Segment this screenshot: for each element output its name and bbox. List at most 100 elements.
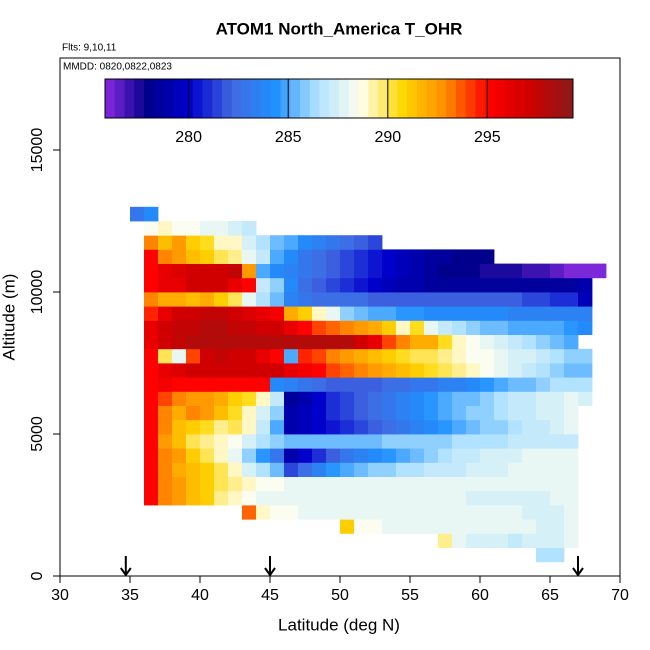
heat-cell bbox=[536, 533, 551, 549]
heat-cell bbox=[172, 377, 187, 392]
colorbar-swatch bbox=[514, 79, 525, 118]
heat-cell bbox=[438, 519, 453, 534]
heat-cell bbox=[144, 206, 159, 222]
heat-cell bbox=[466, 391, 481, 407]
heat-cell bbox=[480, 377, 495, 392]
heat-cell bbox=[564, 533, 579, 549]
heat-cell bbox=[550, 306, 565, 321]
heat-cell bbox=[340, 419, 355, 435]
heat-cell bbox=[270, 405, 285, 421]
heat-cell bbox=[536, 434, 551, 449]
heat-cell bbox=[214, 419, 229, 435]
heat-cell bbox=[438, 320, 453, 336]
heat-cell bbox=[354, 391, 369, 407]
heat-cell bbox=[186, 263, 201, 279]
heat-cell bbox=[466, 292, 481, 307]
heat-cell bbox=[354, 334, 369, 350]
heat-cell bbox=[340, 363, 355, 378]
heat-cell bbox=[424, 434, 439, 449]
heat-cell bbox=[186, 405, 201, 421]
heat-cell bbox=[298, 405, 313, 421]
x-tick-label: 45 bbox=[261, 587, 279, 604]
heat-cell bbox=[256, 334, 271, 350]
heat-cell bbox=[424, 490, 439, 506]
colorbar-swatch bbox=[183, 79, 194, 118]
heat-cell bbox=[242, 476, 257, 492]
heat-cell bbox=[452, 448, 467, 463]
colorbar-swatch bbox=[446, 79, 457, 118]
heat-cell bbox=[508, 320, 523, 336]
heat-cell bbox=[424, 391, 439, 407]
chart-title: ATOM1 North_America T_OHR bbox=[216, 19, 463, 38]
heat-cell bbox=[382, 277, 397, 293]
heat-cell bbox=[200, 249, 215, 265]
heat-cell bbox=[354, 235, 369, 250]
y-tick-label: 5000 bbox=[29, 416, 46, 452]
heat-cell bbox=[312, 306, 327, 321]
heat-cell bbox=[452, 476, 467, 492]
colorbar-swatch bbox=[300, 79, 311, 118]
heat-cell bbox=[298, 391, 313, 407]
heat-cell bbox=[396, 377, 411, 392]
heat-cell bbox=[466, 405, 481, 421]
heat-cell bbox=[466, 490, 481, 506]
heat-cell bbox=[536, 306, 551, 321]
heat-cell bbox=[396, 476, 411, 492]
heat-cell bbox=[382, 363, 397, 378]
heat-cell bbox=[144, 348, 159, 364]
colorbar-swatch bbox=[105, 79, 116, 118]
colorbar-swatch bbox=[124, 79, 135, 118]
heat-cell bbox=[242, 391, 257, 407]
heat-cell bbox=[256, 263, 271, 279]
heat-cell bbox=[242, 434, 257, 449]
colorbar-swatch bbox=[475, 79, 486, 118]
heat-cell bbox=[228, 334, 243, 350]
heat-cell bbox=[424, 263, 439, 279]
heat-cell bbox=[424, 405, 439, 421]
heat-cell bbox=[396, 277, 411, 293]
heat-cell bbox=[480, 490, 495, 506]
heat-cell bbox=[186, 292, 201, 307]
heat-cell bbox=[480, 292, 495, 307]
heat-cell bbox=[522, 377, 537, 392]
heat-cell bbox=[256, 277, 271, 293]
heat-cell bbox=[340, 391, 355, 407]
heat-cell bbox=[270, 419, 285, 435]
heat-cell bbox=[354, 519, 369, 534]
heat-cell bbox=[508, 277, 523, 293]
heat-cell bbox=[368, 292, 383, 307]
heat-cell bbox=[508, 519, 523, 534]
heat-cell bbox=[256, 249, 271, 265]
heat-cell bbox=[172, 334, 187, 350]
heat-cell bbox=[340, 405, 355, 421]
heat-cell bbox=[508, 462, 523, 478]
heat-cell bbox=[172, 306, 187, 321]
heat-cell bbox=[326, 292, 341, 307]
heat-cell bbox=[368, 277, 383, 293]
heat-cell bbox=[200, 221, 215, 236]
heat-cell bbox=[508, 476, 523, 492]
heat-cell bbox=[270, 249, 285, 265]
heat-cell bbox=[172, 462, 187, 478]
heat-cell bbox=[298, 448, 313, 463]
heat-cell bbox=[368, 306, 383, 321]
heat-cell bbox=[284, 348, 299, 364]
heat-cell bbox=[522, 334, 537, 350]
heat-cell bbox=[368, 348, 383, 364]
heat-cell bbox=[228, 221, 243, 236]
heat-cell bbox=[466, 462, 481, 478]
heat-cell bbox=[368, 476, 383, 492]
heat-cell bbox=[326, 306, 341, 321]
heat-cell bbox=[214, 405, 229, 421]
heat-cell bbox=[564, 292, 579, 307]
heat-cell bbox=[354, 320, 369, 336]
heat-cell bbox=[522, 277, 537, 293]
heat-cell bbox=[578, 277, 593, 293]
heat-cell bbox=[522, 405, 537, 421]
heat-cell bbox=[522, 292, 537, 307]
heat-cell bbox=[284, 292, 299, 307]
x-tick-label: 70 bbox=[611, 587, 629, 604]
heat-cell bbox=[284, 363, 299, 378]
heat-cell bbox=[480, 533, 495, 549]
heat-cell bbox=[452, 320, 467, 336]
